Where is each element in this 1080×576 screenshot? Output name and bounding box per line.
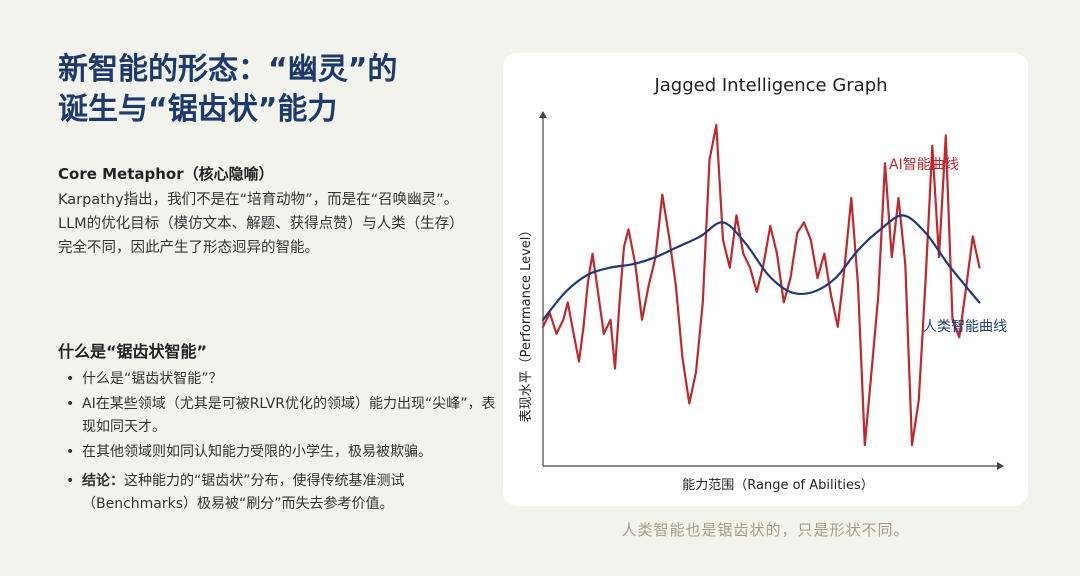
conclusion-label: 结论： [82, 473, 124, 489]
y-axis-arrow [539, 111, 547, 118]
bullet-item: 什么是“锯齿状智能”？ [58, 368, 498, 391]
page-title-line-1: 新智能的形态：“幽灵”的 [58, 52, 398, 87]
x-axis-label: 能力范围（Range of Abilities） [682, 478, 873, 493]
page-title-line-2: 诞生与“锯齿状”能力 [58, 92, 338, 127]
y-axis-label: 表现水平（Performance Level） [519, 224, 534, 423]
jagged-intelligence-heading: 什么是“锯齿状智能” [58, 342, 208, 361]
chart-caption: 人类智能也是锯齿状的，只是形状不同。 [621, 521, 910, 539]
core-metaphor-body: Karpathy指出，我们不是在“培育动物”，而是在“召唤幽灵”。 LLM的优化… [58, 192, 464, 256]
core-metaphor-section: Core Metaphor（核心隐喻） Karpathy指出，我们不是在“培育动… [58, 162, 478, 260]
series-c0282d-line [541, 123, 981, 447]
jagged-intelligence-section: 什么是“锯齿状智能” 什么是“锯齿状智能”？ AI在某些领域（尤其是可被RLVR… [58, 340, 498, 518]
series-c0282d-label: AI智能曲线 [889, 157, 959, 173]
page-title: 新智能的形态：“幽灵”的 诞生与“锯齿状”能力 [58, 50, 478, 130]
conclusion-text: 这种能力的“锯齿状”分布，使得传统基准测试（Benchmarks）极易被“刷分”… [82, 473, 405, 512]
conclusion-bullet: 结论：这种能力的“锯齿状”分布，使得传统基准测试（Benchmarks）极易被“… [58, 470, 498, 516]
bullet-list: 什么是“锯齿状智能”？ AI在某些领域（尤其是可被RLVR优化的领域）能力出现“… [58, 368, 498, 516]
bullet-item: AI在某些领域（尤其是可被RLVR优化的领域）能力出现“尖峰”，表现如同天才。 [58, 393, 498, 439]
chart-card: Jagged Intelligence Graph AI智能曲线人类智能曲线 能… [503, 53, 1028, 506]
core-metaphor-heading: Core Metaphor（核心隐喻） [58, 165, 274, 183]
series-1d3a7a-line [541, 214, 981, 321]
series-1d3a7a-label: 人类智能曲线 [923, 319, 1007, 335]
chart-axes [539, 111, 1004, 470]
x-axis-arrow [997, 462, 1004, 470]
chart-title: Jagged Intelligence Graph [653, 75, 887, 96]
bullet-item: 在其他领域则如同认知能力受限的小学生，极易被欺骗。 [58, 441, 498, 464]
